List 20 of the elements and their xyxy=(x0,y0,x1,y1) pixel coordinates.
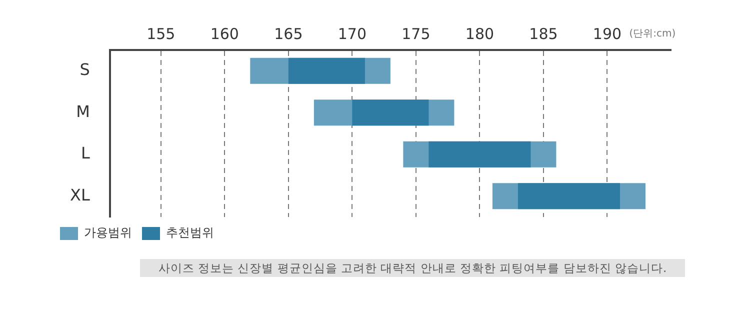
x-tick-label: 165 xyxy=(274,24,303,43)
bar xyxy=(352,100,429,126)
x-tick-label: 180 xyxy=(465,24,494,43)
bar xyxy=(428,141,531,168)
text: 사이즈 정보는 신장별 평균인심을 고려한 대략적 안내로 정확한 피팅여부를 담보하진 않습니다. xyxy=(140,259,685,277)
x-tick-label: 170 xyxy=(338,24,366,43)
x-tick-label: 175 xyxy=(402,24,430,43)
x-tick-label: 160 xyxy=(210,24,239,43)
y-tick-label: S xyxy=(80,60,90,80)
legend-label: 가용범위 xyxy=(84,226,132,240)
y-tick-label: L xyxy=(80,144,90,163)
bar xyxy=(288,58,365,84)
legend-label: 추천범위 xyxy=(166,226,214,240)
x-tick-label: 155 xyxy=(146,24,176,43)
x-tick-label: 185 xyxy=(529,24,558,43)
bar xyxy=(518,183,620,210)
y-tick-label: XL xyxy=(70,185,90,204)
x-axis-title: (단위:cm) xyxy=(629,28,676,40)
y-tick-label: M xyxy=(76,102,90,121)
x-tick-label: 190 xyxy=(592,24,622,43)
